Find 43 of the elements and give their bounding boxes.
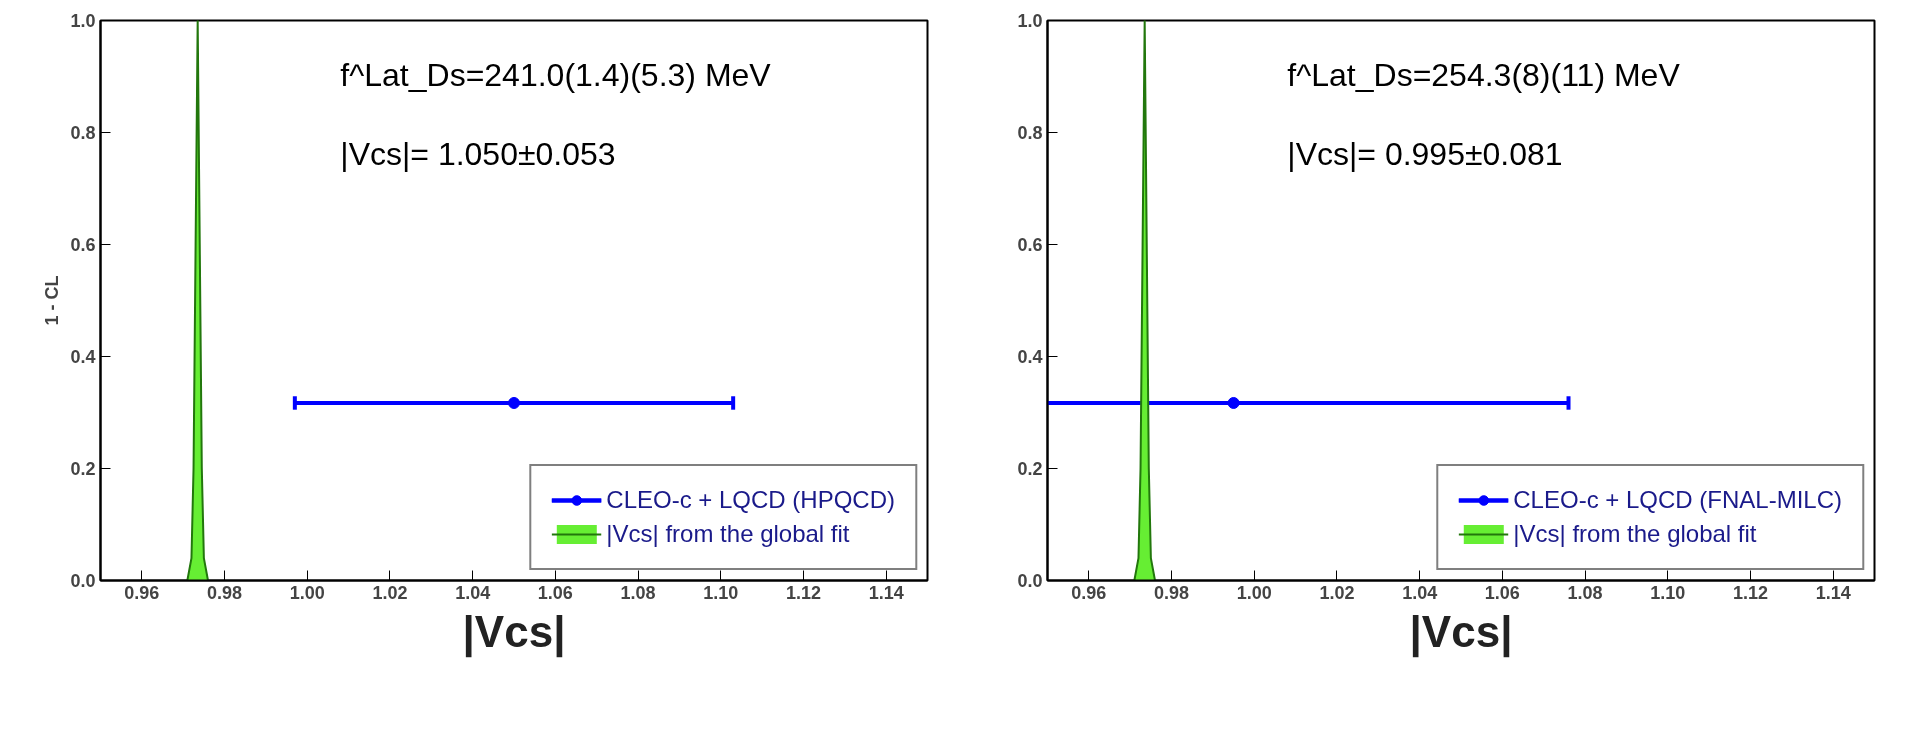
x-tick-label: 1.06 [1484,582,1520,603]
y-tick-label: 0.8 [1017,123,1043,143]
y-tick-label: 0.4 [1017,347,1043,367]
x-axis-title: |Vcs| [1409,606,1513,658]
annotation: |Vcs|= 0.995±0.081 [1287,135,1563,172]
x-tick-label: 1.02 [1319,582,1355,603]
legend-label: CLEO-c + LQCD (HPQCD) [606,486,895,514]
x-tick-label: 0.98 [1154,582,1190,603]
legend-label: CLEO-c + LQCD (FNAL-MILC) [1513,486,1842,514]
y-tick-label: 0.0 [1017,571,1043,591]
annotation: |Vcs|= 1.050±0.053 [340,135,616,172]
x-tick-label: 1.08 [1567,582,1603,603]
y-tick-label: 0.4 [70,347,96,367]
x-tick-label: 1.04 [455,582,491,603]
legend-label: |Vcs| from the global fit [606,520,850,548]
x-tick-label: 0.96 [124,582,160,603]
x-tick-label: 1.12 [1732,582,1768,603]
x-tick-label: 1.06 [537,582,573,603]
x-tick-label: 1.10 [703,582,739,603]
x-tick-label: 1.12 [785,582,821,603]
y-tick-label: 1.0 [1017,11,1043,31]
y-tick-label: 1.0 [70,11,96,31]
annotation: f^Lat_Ds=254.3(8)(11) MeV [1287,57,1681,94]
x-tick-label: 1.08 [620,582,656,603]
x-tick-label: 1.14 [1815,582,1851,603]
annotation: f^Lat_Ds=241.0(1.4)(5.3) MeV [340,57,772,94]
x-tick-label: 1.14 [868,582,904,603]
y-axis-title: 1 - CL [42,275,63,326]
x-tick-label: 0.96 [1071,582,1107,603]
y-tick-label: 0.2 [70,459,96,479]
x-axis-title: |Vcs| [462,606,566,658]
x-tick-label: 1.00 [289,582,325,603]
y-tick-label: 0.2 [1017,459,1043,479]
x-tick-label: 1.10 [1650,582,1686,603]
x-tick-label: 1.02 [372,582,408,603]
x-tick-label: 1.04 [1402,582,1438,603]
y-tick-label: 0.6 [1017,235,1043,255]
legend-label: |Vcs| from the global fit [1513,520,1757,548]
x-tick-label: 0.98 [207,582,243,603]
x-tick-label: 1.00 [1236,582,1272,603]
y-tick-label: 0.0 [70,571,96,591]
y-tick-label: 0.8 [70,123,96,143]
y-tick-label: 0.6 [70,235,96,255]
